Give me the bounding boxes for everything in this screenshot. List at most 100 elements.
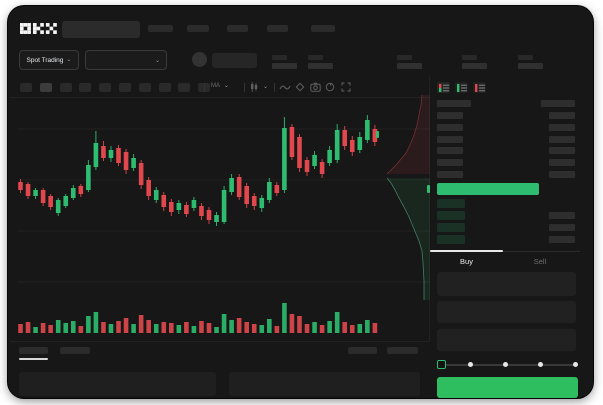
top-nav [148,25,348,33]
ask-amount-placeholder [549,171,575,178]
active-tab-indicator [430,250,503,252]
fullscreen-icon[interactable] [341,82,351,92]
stat-label-placeholder [518,55,533,60]
ask-price-placeholder [437,112,463,119]
total-input[interactable] [437,329,576,351]
interval-button-9[interactable] [178,83,191,92]
stat-label-placeholder [272,55,287,60]
ask-amount-placeholder [549,112,575,119]
search-input[interactable] [62,21,140,38]
last-price-placeholder [212,53,257,68]
market-type-label: Spot Trading [26,56,64,64]
amount-input[interactable] [437,301,576,323]
orderbook-header-price [437,100,471,107]
ask-amount-placeholder [549,135,575,143]
ask-price-placeholder [437,123,463,131]
chevron-down-icon: ⌄ [263,84,269,90]
stat-value-placeholder [397,63,422,69]
stat-value-placeholder [518,63,543,69]
stat-value-placeholder [308,63,333,69]
tabs-separator [430,251,580,252]
bottom-tab-2[interactable] [60,347,90,354]
toolbar-divider [204,83,205,92]
toggle-asks-only-icon[interactable] [473,82,486,93]
bottom-active-tab-indicator [19,358,48,360]
tab-buy[interactable]: Buy [460,257,473,266]
ma-selector-button[interactable]: MA ⌄ [211,83,229,89]
pair-coin-icon [192,52,207,67]
nav-item-4[interactable] [267,25,288,32]
ask-amount-placeholder [549,159,575,167]
candle-type-selector-button[interactable]: ⌄ [250,82,268,92]
toolbar-divider [244,83,245,92]
stat-value-placeholder [272,63,297,69]
orderbook-last-price[interactable] [437,183,539,195]
interval-button-3[interactable] [59,83,72,92]
orderbook-view-toggles [437,82,486,93]
stat-label-placeholder [308,55,323,60]
bottom-separator [10,341,430,342]
slider-stop[interactable] [538,362,543,367]
slider-stop[interactable] [503,362,508,367]
bid-price-placeholder [437,199,465,208]
ask-price-placeholder [437,135,463,143]
depth-chart [386,95,430,300]
amount-slider-track[interactable] [443,364,578,366]
candlestick-chart[interactable] [18,98,430,338]
panel-divider [429,76,430,341]
slider-stop[interactable] [573,362,578,367]
bottom-action-1[interactable] [348,347,377,354]
stat-label-placeholder [397,55,412,60]
slider-stop[interactable] [468,362,473,367]
nav-item-3[interactable] [227,25,248,32]
interval-button-2[interactable] [39,83,52,92]
orderbook-header-amount [541,100,575,107]
camera-icon[interactable] [310,82,321,92]
interval-button-4[interactable] [79,83,92,92]
ticker-stat [272,55,300,69]
interval-button-8[interactable] [158,83,171,92]
history-table-placeholder [229,372,420,396]
toggle-combined-book-icon[interactable] [437,82,450,93]
price-marker [376,131,379,138]
price-input[interactable] [437,272,576,296]
nav-item-1[interactable] [148,25,173,32]
ticker-stat [518,55,546,69]
refresh-icon[interactable] [325,82,335,92]
draw-tool-icon[interactable] [295,82,305,92]
nav-item-5[interactable] [311,25,335,32]
interval-button-1[interactable] [20,83,32,92]
pair-selector-dropdown[interactable]: ⌄ [85,50,167,70]
ma-label: MA [211,83,220,89]
trading-app-window: Spot Trading ⌄ ⌄ MA ⌄ ⌄ [8,6,593,398]
chevron-down-icon: ⌄ [154,58,160,64]
bid-amount-placeholder [549,236,575,243]
market-type-dropdown[interactable]: Spot Trading ⌄ [19,50,79,70]
chevron-down-icon: ⌄ [66,57,72,63]
bid-amount-placeholder [549,212,575,219]
buy-submit-button[interactable] [437,377,578,398]
bid-price-placeholder [437,211,465,220]
toggle-bids-only-icon[interactable] [455,82,468,93]
stat-value-placeholder [462,63,487,69]
slider-handle[interactable] [437,360,446,369]
bottom-action-2[interactable] [387,347,418,354]
line-tool-icon[interactable] [279,83,291,92]
nav-item-2[interactable] [187,25,209,32]
bottom-tab-1[interactable] [19,347,48,354]
ask-amount-placeholder [549,123,575,131]
ask-price-placeholder [437,159,463,167]
interval-button-6[interactable] [119,83,131,92]
stat-label-placeholder [462,55,477,60]
chevron-down-icon: ⌄ [224,83,230,89]
ticker-stat [462,55,490,69]
tab-sell[interactable]: Sell [533,257,547,266]
ask-amount-placeholder [549,147,575,155]
interval-button-7[interactable] [138,83,151,92]
toolbar-divider [274,83,275,92]
ticker-stat [308,55,336,69]
okx-logo[interactable] [20,22,57,35]
interval-button-5[interactable] [99,83,112,92]
orders-table-placeholder [19,372,216,396]
price-marker [427,185,430,193]
